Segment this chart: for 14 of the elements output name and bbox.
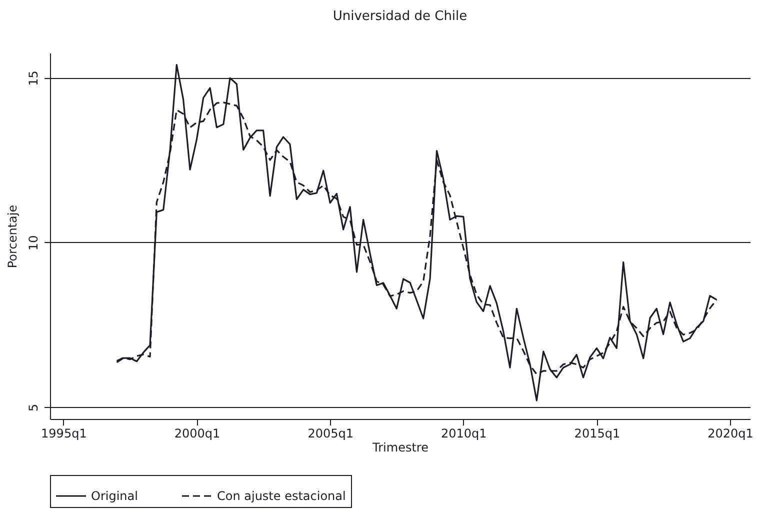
x-tick-label: 1995q1 [41,426,87,440]
y-axis-title: Porcentaje [6,204,20,268]
x-tick-label: 2005q1 [308,426,354,440]
x-tick-label: 2020q1 [708,426,754,440]
x-tick-label: 2010q1 [441,426,487,440]
legend-label: Con ajuste estacional [217,489,346,503]
y-tick-label: 10 [26,235,40,251]
x-axis-title: Trimestre [372,440,428,454]
chart-title: Universidad de Chile [332,9,468,24]
x-tick-label: 2000q1 [174,426,220,440]
legend-label: Original [91,489,138,503]
y-tick-label: 15 [26,70,40,86]
y-tick-label: 5 [26,404,40,412]
x-tick-label: 2015q1 [574,426,620,440]
